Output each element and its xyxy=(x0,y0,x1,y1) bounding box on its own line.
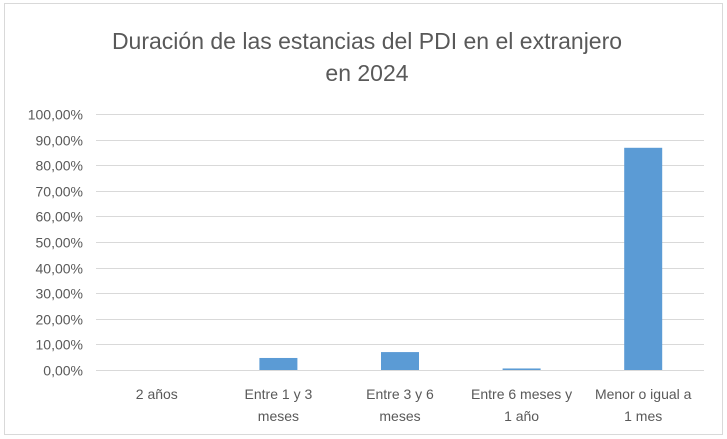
bar-5[interactable] xyxy=(624,147,663,370)
x-category-label: meses xyxy=(258,408,299,424)
x-category-label: 1 mes xyxy=(624,408,662,424)
y-tick-label: 40,00% xyxy=(36,261,83,277)
bar-4[interactable] xyxy=(502,368,541,370)
y-tick-label: 10,00% xyxy=(36,337,83,353)
x-category-label: 2 años xyxy=(136,386,178,402)
y-tick-label: 0,00% xyxy=(43,363,83,379)
x-category-label: meses xyxy=(379,408,420,424)
y-tick-label: 30,00% xyxy=(36,286,83,302)
bar-2[interactable] xyxy=(259,357,298,370)
x-category-label: 1 año xyxy=(504,408,539,424)
x-category-label: Entre 3 y 6 xyxy=(366,386,434,402)
x-category-label: Entre 6 meses y xyxy=(471,386,572,402)
y-tick-label: 90,00% xyxy=(36,133,83,149)
bar-chart: Duración de las estancias del PDI en el … xyxy=(28,28,704,424)
x-category-label: Entre 1 y 3 xyxy=(245,386,313,402)
chart-title-line-2: en 2024 xyxy=(325,60,408,86)
bars xyxy=(259,147,663,370)
chart-title-line-1: Duración de las estancias del PDI en el … xyxy=(112,28,622,54)
y-tick-label: 70,00% xyxy=(36,184,83,200)
x-axis-category-labels: 2 años Entre 1 y 3 meses Entre 3 y 6 meses En… xyxy=(136,386,692,424)
gridlines xyxy=(96,114,704,371)
chart-area[interactable]: Duración de las estancias del PDI en el … xyxy=(4,3,723,435)
y-tick-label: 80,00% xyxy=(36,158,83,174)
y-tick-label: 100,00% xyxy=(28,107,83,123)
y-tick-label: 20,00% xyxy=(36,312,83,328)
y-axis-tick-labels: 0,00% 10,00% 20,00% 30,00% 40,00% 50,00% 60,00… xyxy=(28,107,83,379)
bar-3[interactable] xyxy=(381,352,419,370)
y-tick-label: 60,00% xyxy=(36,209,83,225)
y-tick-label: 50,00% xyxy=(36,235,83,251)
x-category-label: Menor o igual a xyxy=(595,386,692,402)
chart-title: Duración de las estancias del PDI en el … xyxy=(112,28,622,86)
